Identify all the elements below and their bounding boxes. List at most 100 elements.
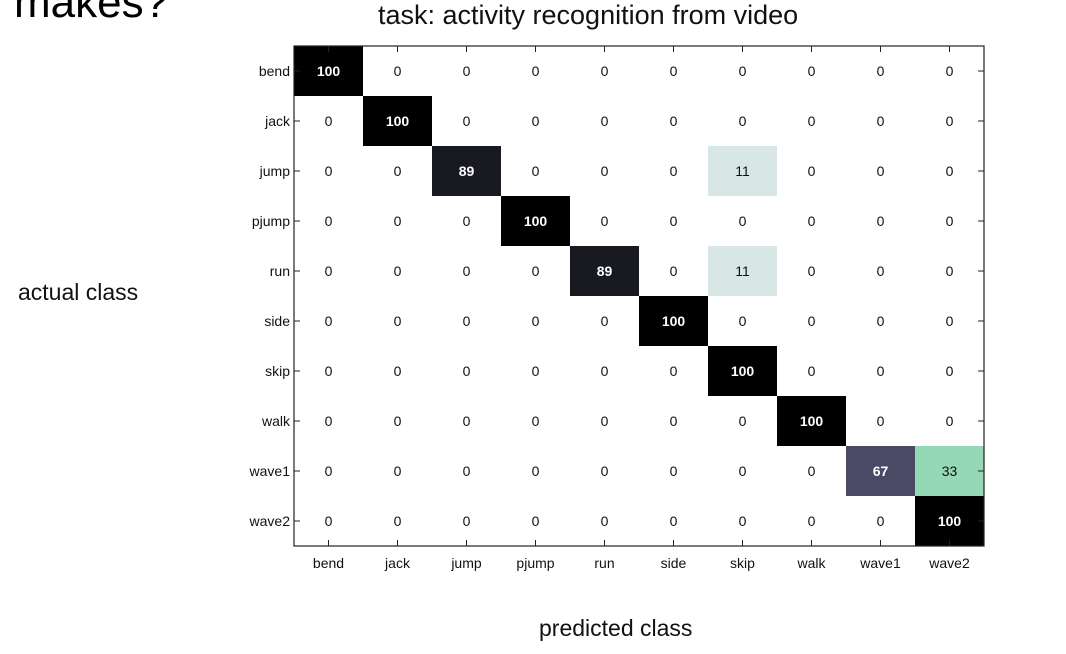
cell-value-label: 0 (325, 213, 333, 229)
cell-value-label: 0 (463, 313, 471, 329)
x-tick-label: run (594, 555, 614, 571)
cell-value-label: 0 (601, 313, 609, 329)
cell-value-label: 0 (670, 463, 678, 479)
cell-value-label: 0 (808, 463, 816, 479)
cell-value-label: 89 (459, 163, 475, 179)
cell-value-label: 0 (670, 63, 678, 79)
x-tick-label: walk (796, 555, 826, 571)
cell-value-label: 0 (463, 263, 471, 279)
y-tick-label: run (270, 263, 290, 279)
cell-value-label: 100 (731, 363, 755, 379)
cell-value-label: 100 (386, 113, 410, 129)
x-tick-label: skip (730, 555, 755, 571)
cell-value-label: 0 (532, 63, 540, 79)
cell-value-label: 0 (394, 163, 402, 179)
cell-value-label: 0 (946, 63, 954, 79)
cell-value-label: 0 (808, 113, 816, 129)
cell-value-label: 0 (946, 313, 954, 329)
cell-value-label: 100 (317, 63, 341, 79)
cell-value-label: 0 (532, 263, 540, 279)
cell-value-label: 0 (739, 213, 747, 229)
x-tick-label: side (661, 555, 687, 571)
cell-value-label: 0 (877, 363, 885, 379)
cell-value-label: 0 (877, 413, 885, 429)
cell-value-label: 0 (463, 363, 471, 379)
cell-value-label: 0 (532, 413, 540, 429)
cell-value-label: 0 (739, 63, 747, 79)
cell-value-label: 0 (877, 263, 885, 279)
cell-value-label: 0 (877, 513, 885, 529)
cell-value-label: 0 (394, 213, 402, 229)
cell-value-label: 89 (597, 263, 613, 279)
cell-value-label: 0 (670, 163, 678, 179)
cell-value-label: 0 (601, 513, 609, 529)
cell-value-label: 0 (463, 63, 471, 79)
cell-value-label: 0 (670, 113, 678, 129)
cell-value-label: 11 (735, 263, 750, 279)
cell-value-label: 0 (463, 213, 471, 229)
cell-value-label: 0 (670, 213, 678, 229)
cell-value-label: 0 (463, 463, 471, 479)
cell-value-label: 0 (808, 263, 816, 279)
cell-value-label: 0 (601, 413, 609, 429)
cell-value-label: 100 (662, 313, 686, 329)
cell-value-label: 0 (325, 363, 333, 379)
cell-value-label: 0 (532, 513, 540, 529)
cell-value-label: 100 (800, 413, 824, 429)
x-tick-label: jack (384, 555, 411, 571)
y-tick-label: bend (259, 63, 290, 79)
cell-value-label: 0 (739, 313, 747, 329)
cell-value-label: 0 (739, 463, 747, 479)
cell-value-label: 0 (325, 313, 333, 329)
cell-value-label: 0 (532, 463, 540, 479)
cell-value-label: 0 (325, 163, 333, 179)
cell-value-label: 0 (325, 463, 333, 479)
cell-value-label: 0 (946, 363, 954, 379)
x-tick-label: wave2 (928, 555, 970, 571)
cell-value-label: 0 (532, 313, 540, 329)
cell-value-label: 0 (394, 463, 402, 479)
y-tick-label: jack (264, 113, 291, 129)
cell-value-label: 0 (394, 363, 402, 379)
cell-value-label: 0 (946, 113, 954, 129)
cell-value-label: 0 (601, 63, 609, 79)
cell-value-label: 0 (670, 363, 678, 379)
y-tick-label: wave2 (249, 513, 291, 529)
cell-value-label: 0 (808, 163, 816, 179)
cell-value-label: 0 (601, 113, 609, 129)
cell-value-label: 100 (938, 513, 962, 529)
cell-value-label: 0 (394, 313, 402, 329)
y-tick-label: walk (261, 413, 291, 429)
cell-value-label: 0 (463, 513, 471, 529)
x-tick-label: jump (450, 555, 482, 571)
cell-value-label: 0 (946, 163, 954, 179)
cell-value-label: 0 (808, 513, 816, 529)
cell-value-label: 0 (946, 413, 954, 429)
cell-value-label: 0 (808, 63, 816, 79)
cell-value-label: 0 (532, 113, 540, 129)
cell-value-label: 0 (394, 263, 402, 279)
cell-value-label: 0 (532, 363, 540, 379)
cell-value-label: 0 (808, 313, 816, 329)
cell-value-label: 0 (808, 213, 816, 229)
cell-value-label: 0 (670, 513, 678, 529)
cell-value-label: 0 (946, 263, 954, 279)
cell-value-label: 0 (946, 213, 954, 229)
cell-value-label: 0 (394, 513, 402, 529)
cell-value-label: 0 (739, 113, 747, 129)
cell-value-label: 0 (877, 113, 885, 129)
y-tick-label: jump (259, 163, 291, 179)
cell-value-label: 11 (735, 163, 750, 179)
cell-value-label: 0 (601, 363, 609, 379)
cell-value-label: 0 (394, 63, 402, 79)
cell-value-label: 0 (670, 413, 678, 429)
cell-value-label: 0 (394, 413, 402, 429)
cell-value-label: 0 (808, 363, 816, 379)
cell-value-label: 0 (877, 63, 885, 79)
cell-value-label: 0 (739, 513, 747, 529)
cell-value-label: 0 (463, 413, 471, 429)
cell-value-label: 0 (877, 163, 885, 179)
cell-value-label: 0 (739, 413, 747, 429)
y-tick-label: side (264, 313, 290, 329)
